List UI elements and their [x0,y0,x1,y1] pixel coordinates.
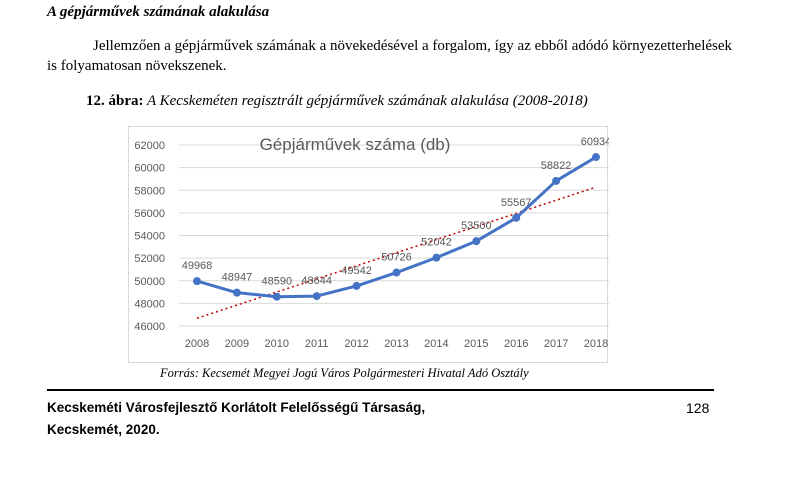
data-point [392,268,401,277]
x-tick-label: 2013 [384,338,408,350]
figure-caption: 12. ábra: A Kecskeméten regisztrált gépj… [86,93,588,110]
x-tick-label: 2018 [584,338,608,350]
chart-container: 46000 48000 50000 52000 54000 56000 58000 60000… [128,126,609,363]
data-point [432,253,441,262]
page-number: 128 [686,400,710,416]
data-label: 58822 [541,160,572,172]
y-tick-label: 62000 [134,140,165,152]
y-tick-label: 56000 [134,208,165,220]
data-label: 50726 [381,252,412,264]
x-tick-label: 2010 [265,338,289,350]
data-point [592,153,600,162]
data-point [193,277,201,286]
data-label: 60934 [581,136,609,148]
paragraph-text: Jellemzően a gépjárművek számának a növe… [47,38,733,74]
y-tick-label: 50000 [134,276,165,288]
y-tick-label: 60000 [134,163,165,175]
data-point [512,213,521,222]
data-label: 48947 [222,272,253,284]
footer-line-2: Kecskemét, 2020. [47,422,160,437]
x-tick-label: 2008 [185,338,209,350]
data-label: 48590 [262,276,293,288]
data-point [312,292,321,301]
data-label: 52042 [421,237,452,249]
data-point [232,288,241,297]
footer-organization: Kecskeméti Városfejlesztő Korlátolt Fele… [47,397,425,441]
figure-label: 12. ábra: [86,93,144,109]
x-tick-label: 2017 [544,338,568,350]
x-tick-label: 2012 [344,338,368,350]
y-tick-label: 48000 [134,298,165,310]
footer-divider [47,389,714,391]
section-title: A gépjárművek számának alakulása [47,4,270,20]
x-tick-label: 2011 [305,338,329,350]
data-label: 55567 [501,197,532,209]
data-label: 49542 [341,265,372,277]
footer-line-1: Kecskeméti Városfejlesztő Korlátolt Fele… [47,400,426,415]
chart-title: Gépjárművek száma (db) [260,135,451,154]
data-label: 49968 [182,260,213,272]
x-tick-label: 2009 [225,338,249,350]
y-tick-label: 58000 [134,185,165,197]
x-tick-label: 2015 [464,338,488,350]
data-point [552,176,561,185]
data-point [472,237,481,246]
figure-source: Forrás: Kecsemét Megyei Jogú Város Polgá… [160,366,529,380]
y-tick-label: 54000 [134,231,165,243]
x-tick-label: 2014 [424,338,448,350]
y-tick-label: 52000 [134,253,165,265]
x-tick-label: 2016 [504,338,528,350]
y-tick-label: 46000 [134,321,165,333]
data-point [352,281,361,290]
body-paragraph: Jellemzően a gépjárművek számának a növe… [47,36,737,76]
data-point [272,292,281,301]
data-label: 53500 [461,220,492,232]
line-chart: 46000 48000 50000 52000 54000 56000 58000 60000… [134,135,609,350]
figure-caption-text: A Kecskeméten regisztrált gépjárművek sz… [146,93,588,109]
data-label: 48644 [301,275,332,287]
